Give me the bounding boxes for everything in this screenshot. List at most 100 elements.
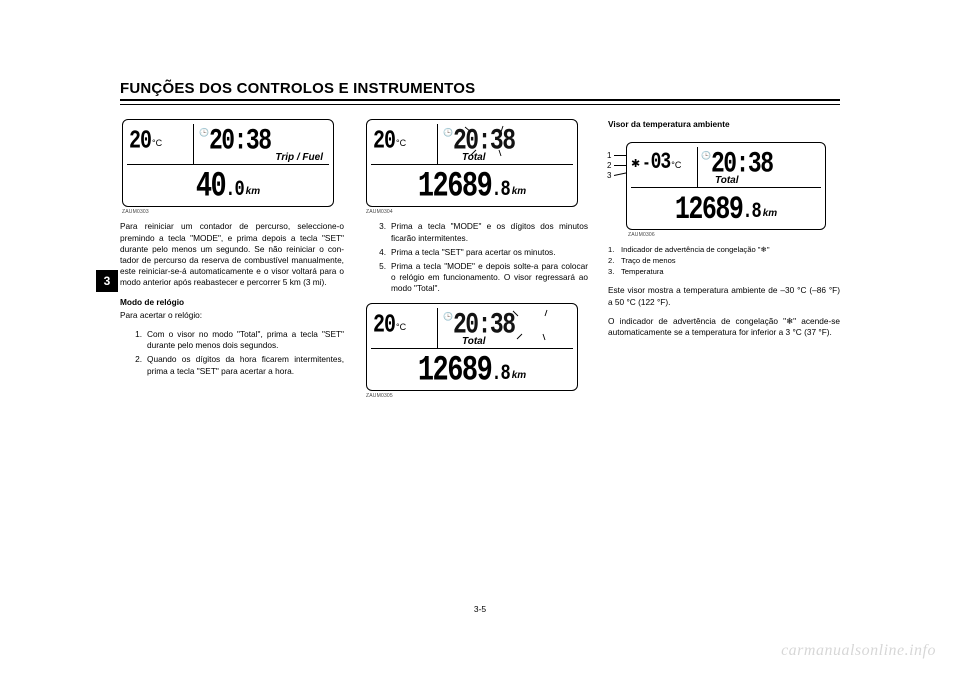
lcd-temp-value: 03	[651, 147, 671, 179]
lcd-temp-unit: °C	[671, 159, 681, 171]
lcd-temp-value: 20	[373, 308, 395, 343]
lcd-temp: 20 °C	[373, 312, 435, 339]
subheading-clock-mode: Modo de relógio	[120, 297, 344, 308]
lcd-mode-label: Total	[715, 174, 739, 188]
lcd-temp: 20 °C	[129, 128, 191, 155]
page-number: 3-5	[120, 604, 840, 614]
lcd-figure-tripfuel: 20 °C 🕒 20:38 Trip / Fuel 40.0km	[122, 119, 334, 207]
lcd-odo-int: 12689	[418, 164, 492, 206]
column-1: 20 °C 🕒 20:38 Trip / Fuel 40.0km ZAUM030…	[120, 119, 344, 406]
figure-code: ZAUM0306	[628, 232, 840, 239]
lcd-temp-unit: °C	[396, 321, 406, 333]
clock-icon: 🕒	[443, 312, 453, 323]
figure-code: ZAUM0303	[122, 209, 344, 216]
list-text: Quando os dígitos da hora ficarem in­ter…	[147, 354, 344, 376]
legend-text: Indicador de advertência de congelação "…	[621, 245, 770, 255]
lcd-odo-unit: km	[512, 186, 526, 197]
list-number: 5.	[376, 261, 386, 295]
lcd-odometer: 12689.8km	[367, 354, 577, 390]
paragraph: Para reiniciar um contador de percurso, …	[120, 221, 344, 288]
callout-3: 3	[607, 170, 611, 180]
list-number: 1.	[132, 329, 142, 351]
lcd-divider-vertical	[193, 124, 194, 164]
legend-number: 3.	[608, 267, 617, 277]
lcd-odo-dec: .0	[225, 176, 243, 206]
lcd-odo-unit: km	[512, 370, 526, 381]
column-3: Visor da temperatura ambiente 1 2 3	[608, 119, 840, 406]
lcd-temp-value: 20	[373, 124, 395, 159]
lcd-odo-unit: km	[246, 186, 260, 197]
lcd-temp-unit: °C	[152, 137, 162, 149]
heading-underline	[120, 104, 840, 105]
lcd-divider-vertical	[697, 147, 698, 187]
page: 3 FUNÇÕES DOS CONTROLOS E INSTRUMENTOS 2…	[0, 0, 960, 678]
legend-number: 2.	[608, 256, 617, 266]
paragraph: Para acertar o relógio:	[120, 310, 344, 321]
watermark: carmanualsonline.info	[781, 642, 936, 660]
clock-icon: 🕒	[443, 128, 453, 139]
lcd-odo-int: 12689	[675, 188, 743, 230]
figure-code: ZAUM0305	[366, 393, 588, 400]
list-text: Prima a tecla "SET" para acertar os minu…	[391, 247, 588, 258]
lcd-temp: ✱ - 03 °C	[631, 151, 693, 175]
ordered-list: 1.Com o visor no modo "Total", prima a t…	[132, 329, 344, 377]
paragraph: Este visor mostra a temperatura ambiente…	[608, 285, 840, 307]
lcd-odo-dec: .8	[742, 198, 760, 228]
lcd-odo-dec: .8	[491, 360, 509, 390]
lcd-odometer: 12689.8km	[367, 170, 577, 206]
lcd-clock-value: 20:38	[209, 121, 271, 161]
section-tab: 3	[96, 270, 118, 292]
lcd-temp-value: 20	[129, 124, 151, 159]
callout-2: 2	[607, 160, 611, 170]
lcd-mode-label: Trip / Fuel	[275, 151, 323, 165]
lcd-figure-ambient: ✱ - 03 °C 🕒 20:38 Total 12689.8km	[626, 142, 826, 230]
figure-legend: 1. Indicador de advertência de congelação…	[608, 245, 840, 278]
lcd-odo-unit: km	[763, 208, 777, 219]
column-2: 20 °C 🕒 20:38 Total 12689.8km ZAUM0304	[364, 119, 588, 406]
list-number: 3.	[376, 221, 386, 243]
legend-text: Traço de menos	[621, 256, 676, 266]
blink-marks-icon	[507, 309, 577, 341]
lcd-divider-vertical	[437, 124, 438, 164]
subheading-ambient-temp: Visor da temperatura ambiente	[608, 119, 840, 130]
list-item: 1.Com o visor no modo "Total", prima a t…	[132, 329, 344, 351]
legend-item: 2. Traço de menos	[608, 256, 840, 266]
sheet: FUNÇÕES DOS CONTROLOS E INSTRUMENTOS 20 …	[120, 80, 840, 620]
list-number: 2.	[132, 354, 142, 376]
list-item: 4. Prima a tecla "SET" para acertar os mi…	[376, 247, 588, 258]
legend-text: Temperatura	[621, 267, 664, 277]
clock-icon: 🕒	[199, 128, 209, 139]
callout-1: 1	[607, 150, 611, 160]
lcd-odo-int: 12689	[418, 348, 492, 390]
lcd-odo-dec: .8	[491, 176, 509, 206]
list-text: Prima a tecla "MODE" e os dígitos dos mi…	[391, 221, 588, 243]
paragraph: O indicador de advertência de congelação…	[608, 316, 840, 338]
minus-icon: -	[642, 152, 649, 177]
callout-numbers: 1 2 3	[607, 150, 611, 180]
figure-with-callouts: 1 2 3 ✱ - 03 °C	[608, 142, 840, 230]
lcd-odometer: 40.0km	[123, 170, 333, 206]
legend-item: 3. Temperatura	[608, 267, 840, 277]
lcd-odo-int: 40	[196, 164, 225, 206]
lcd-figure-total-bottom: 20 °C 🕒 20:38 Total 12689.8km	[366, 303, 578, 391]
lcd-temp: 20 °C	[373, 128, 435, 155]
text-run: O indicador de advertência de congelação…	[608, 316, 786, 326]
lcd-divider-vertical	[437, 308, 438, 348]
figure-code: ZAUM0304	[366, 209, 588, 216]
columns: 20 °C 🕒 20:38 Trip / Fuel 40.0km ZAUM030…	[120, 119, 840, 406]
legend-item: 1. Indicador de advertência de congelação…	[608, 245, 840, 255]
ordered-list: 3.Prima a tecla "MODE" e os dígitos dos …	[376, 221, 588, 294]
list-text: Prima a tecla "MODE" e depois solte-a pa…	[391, 261, 588, 295]
page-title: FUNÇÕES DOS CONTROLOS E INSTRUMENTOS	[120, 80, 840, 101]
list-item: 2.Quando os dígitos da hora ficarem in­t…	[132, 354, 344, 376]
list-number: 4.	[376, 247, 386, 258]
clock-icon: 🕒	[701, 151, 711, 162]
lcd-mode-label: Total	[462, 335, 486, 349]
snowflake-icon: ✱	[631, 157, 640, 172]
legend-number: 1.	[608, 245, 617, 255]
lcd-temp-unit: °C	[396, 137, 406, 149]
lcd-odometer: 12689.8km	[627, 193, 825, 227]
lcd-mode-label: Total	[462, 151, 486, 165]
list-item: 3.Prima a tecla "MODE" e os dígitos dos …	[376, 221, 588, 243]
list-item: 5.Prima a tecla "MODE" e depois solte-a …	[376, 261, 588, 295]
